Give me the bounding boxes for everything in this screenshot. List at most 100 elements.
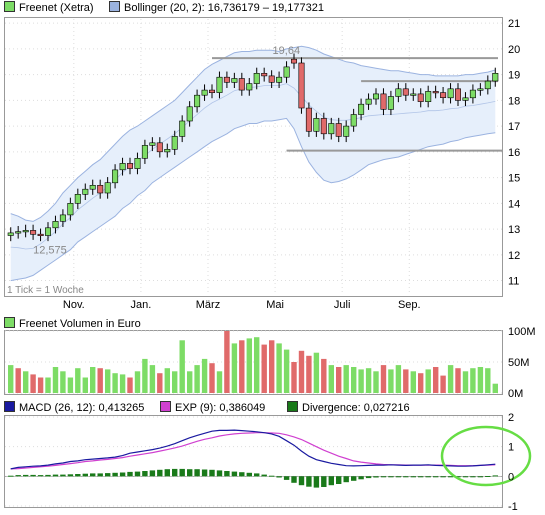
divergence-bar	[328, 476, 334, 486]
volume-ytick-label: 100M	[508, 326, 536, 338]
divergence-bar	[97, 473, 103, 477]
volume-bar	[15, 368, 21, 393]
candle-body	[298, 62, 305, 109]
candle-body	[104, 182, 111, 194]
volume-bar	[410, 371, 416, 393]
volume-bar	[418, 373, 424, 393]
volume-bar	[209, 363, 215, 393]
volume-bar	[358, 369, 364, 393]
volume-legend: Freenet Volumen in Euro	[4, 317, 141, 331]
price-legend-label: Freenet (Xetra)	[19, 2, 94, 14]
candle-body	[82, 188, 89, 195]
divergence-bar	[291, 476, 297, 483]
candle-body	[305, 107, 312, 132]
candle-body	[127, 163, 134, 169]
volume-bar	[45, 377, 51, 393]
volume-bar	[261, 344, 267, 393]
volume-bar	[485, 368, 491, 393]
volume-bar	[67, 377, 74, 393]
divergence-bar	[403, 476, 409, 478]
low-annotation: 12,575	[33, 245, 67, 257]
divergence-bar	[418, 476, 424, 478]
divergence-bar	[82, 473, 88, 477]
candle-body	[462, 97, 469, 101]
volume-bar	[283, 349, 290, 393]
divergence-bar	[67, 474, 74, 477]
divergence-bar	[477, 476, 484, 478]
candle-body	[74, 194, 81, 204]
candle-body	[365, 98, 372, 105]
macd-legend-swatch	[4, 401, 15, 412]
divergence-bar	[336, 476, 342, 484]
volume-bar	[455, 368, 461, 393]
divergence-bar	[149, 470, 156, 477]
price-ytick-label: 20	[508, 44, 520, 56]
divergence-bar	[52, 474, 59, 477]
volume-bar	[216, 371, 223, 393]
tick-note: 1 Tick = 1 Woche	[7, 285, 84, 296]
highlight-circle	[440, 425, 532, 487]
exp-legend: EXP (9): 0,386049	[160, 401, 265, 415]
divergence-bar	[254, 473, 260, 477]
volume-bar	[447, 365, 454, 393]
divergence-bar	[187, 469, 193, 477]
divergence-bar	[105, 473, 111, 477]
candle-body	[223, 76, 230, 83]
candle-body	[387, 96, 394, 110]
price-ytick-label: 13	[508, 224, 520, 236]
volume-bar	[157, 373, 163, 393]
volume-bar	[90, 367, 96, 393]
macd-legend-label: MACD (26, 12): 0,413265	[19, 402, 145, 414]
price-legend: Freenet (Xetra)	[4, 1, 94, 15]
divergence-bar	[276, 476, 282, 478]
candle-body	[268, 75, 275, 83]
volume-bar	[82, 377, 88, 393]
volume-bar	[60, 371, 66, 393]
volume-bar	[298, 350, 305, 393]
volume-bar	[127, 377, 133, 393]
candle-body	[358, 103, 365, 115]
divergence-bar	[492, 475, 498, 477]
price-ytick-label: 14	[508, 198, 520, 210]
volume-bar	[112, 373, 118, 393]
candle-body	[141, 145, 148, 159]
price-xtick-label: Mai	[266, 299, 284, 311]
volume-bar	[440, 375, 446, 393]
bollinger-legend-label: Bollinger (20, 2): 16,736179 – 19,177321	[124, 2, 324, 14]
divergence-bar	[313, 476, 320, 488]
volume-bar	[321, 358, 327, 393]
volume-bar	[201, 358, 208, 393]
volume-bar	[179, 340, 185, 393]
candle-body	[238, 78, 245, 91]
candle-body	[440, 92, 447, 98]
volume-bar	[37, 377, 44, 393]
candle-body	[216, 76, 223, 93]
price-ytick-label: 16	[508, 147, 520, 159]
macd-ytick-label: 0	[508, 471, 514, 483]
divergence-bar	[201, 469, 208, 477]
volume-bar	[373, 371, 379, 393]
divergence-bar	[37, 475, 44, 477]
volume-bar	[254, 337, 260, 393]
candle-body	[454, 88, 461, 101]
divergence-bar	[216, 470, 223, 477]
candle-body	[59, 214, 66, 222]
price-ytick-label: 19	[508, 70, 520, 82]
divergence-bar	[179, 468, 185, 477]
price-ytick-label: 18	[508, 95, 520, 107]
volume-bar	[194, 365, 200, 393]
divergence-bar	[425, 476, 431, 478]
candle-body	[410, 93, 417, 96]
divergence-bar	[112, 472, 118, 477]
divergence-bar	[134, 471, 141, 477]
volume-bar	[231, 343, 238, 393]
volume-bar	[119, 374, 126, 393]
candle-body	[380, 93, 387, 110]
divergence-bar	[358, 476, 364, 480]
divergence-bar	[269, 475, 275, 477]
divergence-bar	[462, 476, 469, 478]
volume-bar	[313, 352, 320, 393]
divergence-bar	[231, 471, 238, 477]
candle-body	[209, 89, 216, 93]
